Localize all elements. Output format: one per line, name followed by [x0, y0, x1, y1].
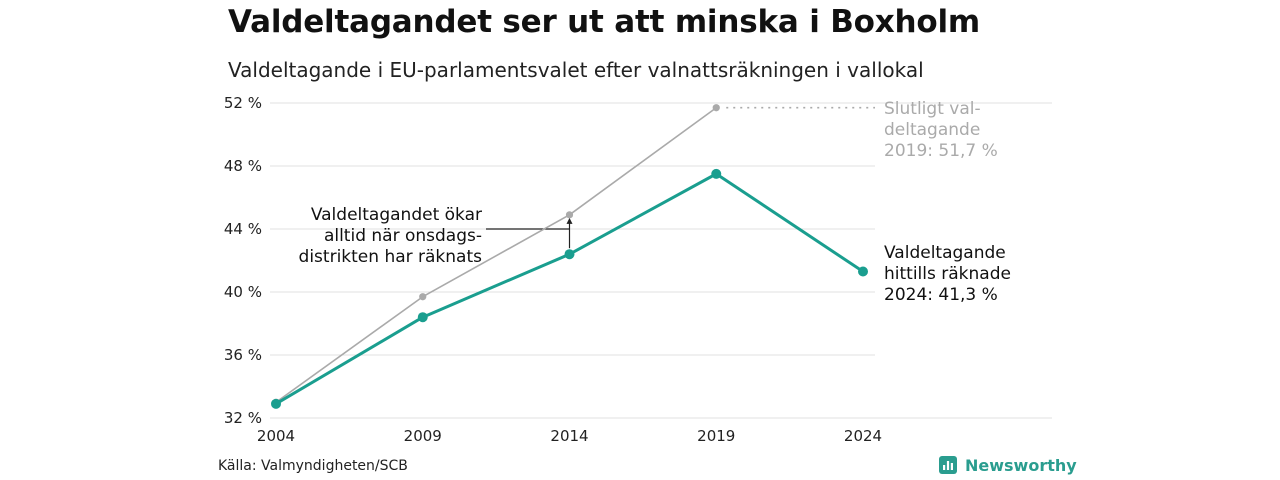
- newsworthy-logo-icon: [939, 456, 957, 474]
- annotation-line: Valdeltagande: [884, 243, 1006, 263]
- annotation-counted-label: Valdeltagande hittills räknade 2024: 41,3 …: [884, 243, 1011, 305]
- data-point-counted: [271, 398, 281, 409]
- series-line-final: [275, 107, 717, 403]
- annotation-line: 2019: 51,7 %: [884, 141, 998, 161]
- annotation-line: distrikten har räknats: [299, 247, 483, 267]
- chart-title: Valdeltagandet ser ut att minska i Boxho…: [228, 4, 981, 40]
- annotation-line: Slutligt val-: [884, 99, 981, 119]
- x-tick-label: 2024: [844, 427, 882, 445]
- note-arrowhead: [566, 217, 573, 224]
- y-tick-label: 48 %: [224, 157, 262, 175]
- y-axis-ticks: 32 % 36 % 40 % 44 % 48 % 52 %: [224, 94, 262, 427]
- y-tick-label: 44 %: [224, 220, 262, 238]
- y-tick-label: 52 %: [224, 94, 262, 112]
- x-tick-label: 2004: [257, 427, 295, 445]
- annotation-line: Valdeltagandet ökar: [311, 205, 482, 225]
- x-tick-label: 2019: [697, 427, 735, 445]
- annotation-line: alltid när onsdags-: [324, 226, 482, 246]
- data-point-final: [565, 211, 574, 219]
- data-point-counted: [564, 249, 575, 260]
- source-note: Källa: Valmyndigheten/SCB: [218, 458, 408, 474]
- y-tick-label: 32 %: [224, 409, 262, 427]
- x-tick-label: 2009: [404, 427, 442, 445]
- data-point-final: [712, 104, 720, 112]
- x-tick-label: 2014: [550, 427, 588, 445]
- y-tick-label: 40 %: [224, 283, 262, 301]
- data-point-counted: [417, 312, 428, 323]
- gridlines: [270, 102, 1052, 419]
- annotations: Slutligt val-deltagande 2019: 51,7 % Valde…: [299, 99, 1011, 305]
- chart-subtitle: Valdeltagande i EU-parlamentsvalet efter…: [228, 58, 924, 82]
- annotation-line: 2024: 41,3 %: [884, 285, 998, 305]
- annotation-note: Valdeltagandet ökar alltid när onsdags-di…: [299, 205, 483, 267]
- data-point-final: [419, 293, 427, 301]
- series-lines: [271, 104, 868, 409]
- annotation-line: deltagande: [884, 120, 980, 140]
- annotation-line: hittills räknade: [884, 264, 1011, 284]
- brand-logo: Newsworthy: [938, 455, 1077, 475]
- data-point-counted: [711, 168, 722, 179]
- y-tick-label: 36 %: [224, 346, 262, 364]
- data-point-counted: [858, 266, 868, 277]
- annotation-final-label: Slutligt val-deltagande 2019: 51,7 %: [884, 99, 998, 161]
- x-axis-ticks: 2004 2009 2014 2019 2024: [257, 427, 882, 445]
- brand-name: Newsworthy: [965, 455, 1077, 475]
